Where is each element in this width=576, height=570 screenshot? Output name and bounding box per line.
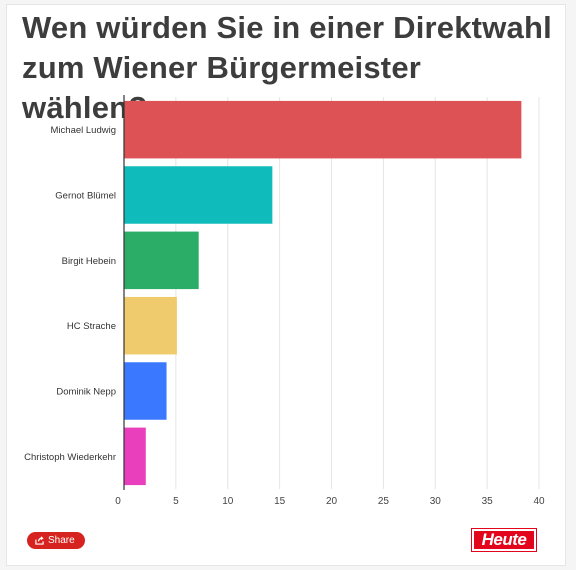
x-tick-label: 10 xyxy=(222,496,234,507)
x-tick-label: 15 xyxy=(274,496,286,507)
bar[interactable] xyxy=(124,362,167,420)
category-label: Gernot Blümel xyxy=(55,191,116,202)
share-label: Share xyxy=(48,535,75,546)
chart-card xyxy=(6,4,566,566)
x-tick-label: 30 xyxy=(430,496,442,507)
bar[interactable] xyxy=(124,100,522,159)
share-button[interactable]: Share xyxy=(27,532,85,549)
share-icon xyxy=(35,536,44,545)
category-label: Birgit Hebein xyxy=(62,256,116,267)
x-tick-label: 25 xyxy=(378,496,390,507)
bar[interactable] xyxy=(124,166,273,224)
chart-title: Wen würden Sie in einer Direktwahl zum W… xyxy=(22,10,552,125)
bar[interactable] xyxy=(124,296,177,355)
category-label: Dominik Nepp xyxy=(56,387,116,398)
x-tick-label: 5 xyxy=(173,496,179,507)
bar[interactable] xyxy=(124,231,199,290)
heute-logo[interactable]: Heute xyxy=(472,529,536,551)
x-tick-label: 35 xyxy=(482,496,494,507)
category-label: HC Strache xyxy=(67,321,116,332)
bar[interactable] xyxy=(124,427,146,486)
x-tick-label: 0 xyxy=(115,496,121,507)
category-label: Michael Ludwig xyxy=(51,125,116,136)
category-label: Christoph Wiederkehr xyxy=(24,452,116,463)
x-tick-label: 40 xyxy=(533,496,545,507)
x-tick-label: 20 xyxy=(326,496,338,507)
